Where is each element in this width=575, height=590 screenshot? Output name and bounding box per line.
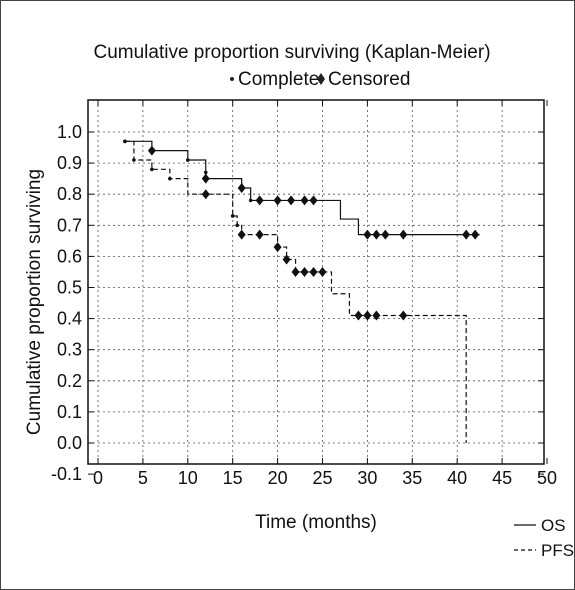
y-axis-label: Cumulative proportion surviving: [24, 169, 45, 435]
os-complete-point: [248, 198, 253, 203]
pfs-censored-point: [309, 266, 318, 277]
plot-area: [87, 99, 545, 465]
pfs-censored-point: [291, 266, 300, 277]
os-censored-point: [287, 195, 296, 206]
os-censored-point: [300, 195, 309, 206]
pfs-complete-point: [132, 158, 136, 162]
x-tick-label: 10: [178, 468, 198, 488]
os-censored-point: [462, 229, 471, 240]
censored-marker-icon: [317, 73, 325, 85]
x-tick-label: 40: [447, 468, 467, 488]
os-censored-point: [399, 229, 408, 240]
marker-legend: Complete Censored: [230, 69, 410, 90]
pfs-censored-point: [354, 310, 363, 321]
series-pfs: [123, 139, 467, 443]
series-os: [123, 139, 480, 240]
y-tick-label: 0.2: [57, 371, 82, 391]
pfs-complete-point: [235, 223, 239, 228]
marker-legend-censored: Censored: [328, 69, 410, 90]
pfs-censored-point: [318, 266, 327, 277]
os-censored-point: [381, 229, 390, 240]
series-layer: [123, 139, 480, 443]
y-tick-label: 0.6: [57, 246, 82, 266]
os-censored-point: [363, 229, 372, 240]
os-censored-point: [471, 229, 480, 240]
y-tick-label: -0.1: [51, 464, 82, 484]
x-tick-label: 35: [402, 468, 422, 488]
y-tick-label: 0.3: [57, 340, 82, 360]
os-censored-point: [309, 195, 318, 206]
pfs-step-line: [124, 140, 467, 443]
x-tick-label: 5: [138, 468, 148, 488]
y-tick-label: 0.1: [57, 402, 82, 422]
x-tick-label: 15: [223, 468, 243, 488]
grid: [88, 100, 544, 464]
pfs-censored-point: [273, 242, 282, 253]
x-axis-ticks: 0 5 10 15 20 25 30 35 40 45 50: [93, 100, 557, 488]
os-censored-point: [273, 195, 282, 206]
x-tick-label: 20: [268, 468, 288, 488]
pfs-censored-point: [363, 310, 372, 321]
pfs-complete-point: [150, 167, 154, 172]
os-censored-point: [201, 173, 210, 184]
pfs-censored-point: [372, 310, 381, 321]
pfs-censored-point: [399, 310, 408, 321]
pfs-censored-point: [201, 189, 210, 200]
series-legend: OS PFS: [514, 516, 574, 560]
os-censored-point: [237, 182, 246, 193]
pfs-censored-point: [300, 266, 309, 277]
pfs-censored-point: [237, 229, 246, 240]
pfs-censored-point: [282, 254, 291, 265]
x-tick-label: 25: [312, 468, 332, 488]
x-tick-label: 0: [93, 468, 103, 488]
x-tick-label: 50: [537, 468, 557, 488]
x-tick-label: 45: [492, 468, 512, 488]
marker-legend-complete: Complete: [238, 69, 319, 90]
pfs-complete-point: [230, 214, 235, 218]
y-tick-label: 0.7: [57, 215, 82, 235]
y-tick-label: 0.8: [57, 184, 82, 204]
os-censored-point: [147, 145, 156, 156]
os-complete-point: [186, 158, 190, 162]
complete-marker-icon: [230, 77, 234, 81]
x-tick-label: 30: [357, 468, 377, 488]
x-axis-label: Time (months): [255, 512, 377, 533]
y-tick-label: 1.0: [57, 122, 82, 142]
pfs-censored-point: [255, 229, 264, 240]
y-axis-ticks: 1.0 0.9 0.8 0.7 0.6 0.5 0.4 0.3 0.2 0.1 0.0 -0.1: [51, 122, 544, 484]
os-censored-point: [255, 195, 264, 206]
legend-os-label: OS: [541, 516, 566, 535]
pfs-complete-point: [123, 139, 127, 144]
os-complete-point: [203, 170, 208, 175]
y-tick-label: 0.4: [57, 309, 82, 329]
y-tick-label: 0.0: [57, 433, 82, 453]
y-tick-label: 0.9: [57, 153, 82, 173]
legend-pfs-label: PFS: [541, 541, 574, 560]
pfs-complete-point: [168, 176, 172, 181]
y-tick-label: 0.5: [57, 278, 82, 298]
os-censored-point: [372, 229, 381, 240]
chart-title: Cumulative proportion surviving (Kaplan-…: [93, 42, 490, 63]
